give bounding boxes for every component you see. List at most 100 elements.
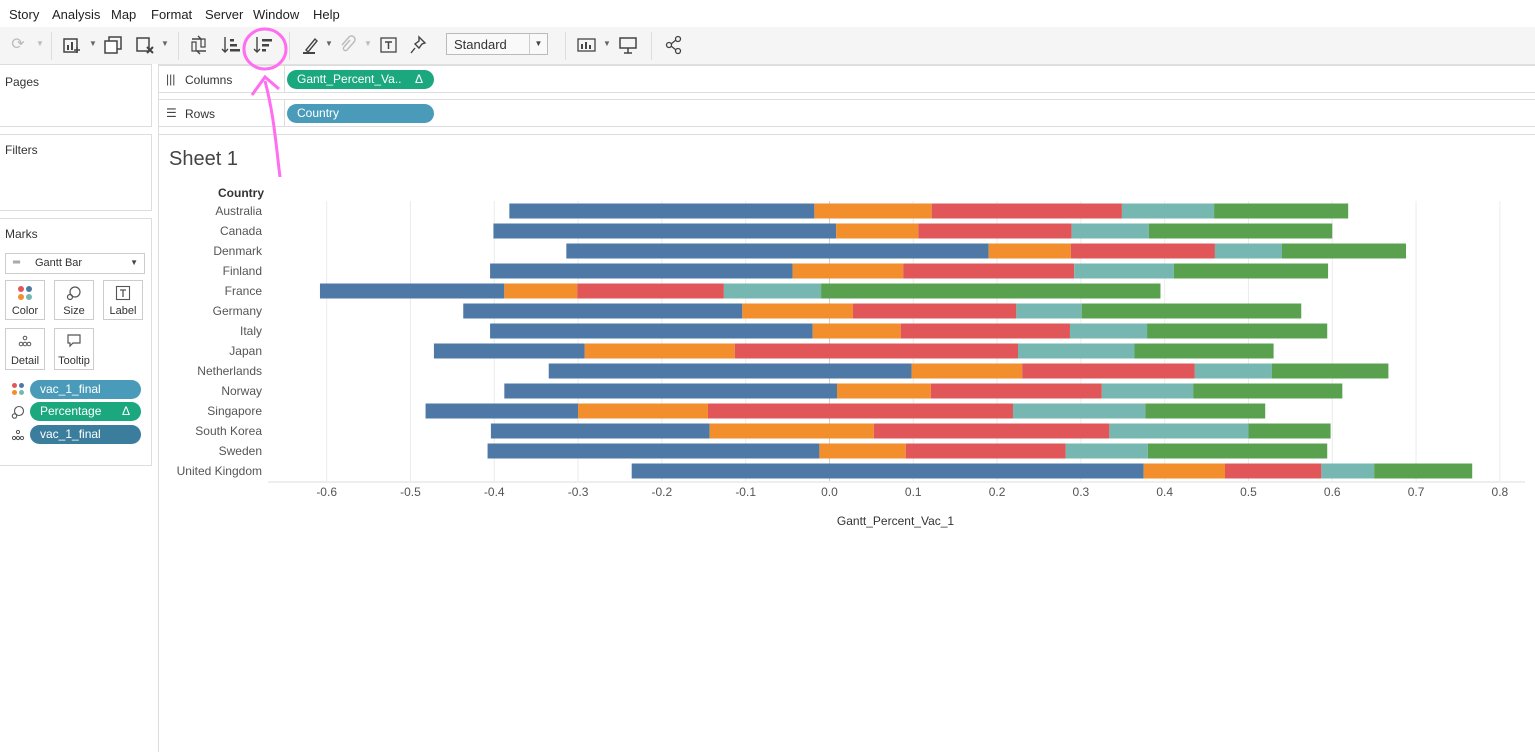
gantt-bar-segment[interactable] (873, 423, 1110, 439)
menu-analysis[interactable]: Analysis (52, 7, 101, 22)
menu-format[interactable]: Format (151, 7, 193, 22)
gantt-bar-segment[interactable] (918, 223, 1072, 239)
gantt-bar-segment[interactable] (1069, 323, 1148, 339)
menu-help[interactable]: Help (313, 7, 340, 22)
gantt-bar-segment[interactable] (493, 223, 837, 239)
gantt-bar-segment[interactable] (988, 243, 1071, 259)
gantt-bar-segment[interactable] (584, 343, 735, 359)
color-button[interactable]: Color (5, 280, 45, 320)
gantt-bar-segment[interactable] (490, 323, 813, 339)
gantt-bar-segment[interactable] (742, 303, 853, 319)
gantt-bar-segment[interactable] (1065, 443, 1148, 459)
gantt-bar-segment[interactable] (812, 323, 901, 339)
gantt-bar-segment[interactable] (1147, 443, 1328, 459)
clear-sheet-icon[interactable] (135, 35, 155, 55)
gantt-bar-segment[interactable] (930, 383, 1102, 399)
gantt-bar-segment[interactable] (1224, 463, 1322, 479)
gantt-bar-segment[interactable] (504, 383, 838, 399)
gantt-bar-segment[interactable] (578, 403, 708, 419)
gantt-bar-segment[interactable] (1134, 343, 1274, 359)
gantt-bar-segment[interactable] (1214, 203, 1349, 219)
show-me-icon[interactable] (577, 35, 597, 55)
gantt-bar-segment[interactable] (819, 443, 906, 459)
gantt-bar-segment[interactable] (905, 443, 1066, 459)
sort-descending-icon[interactable] (253, 35, 273, 55)
gantt-bar-segment[interactable] (548, 363, 912, 379)
gantt-bar-segment[interactable] (707, 403, 1013, 419)
gantt-bar-segment[interactable] (1018, 343, 1135, 359)
gantt-bar-segment[interactable] (900, 323, 1070, 339)
view-size-select[interactable]: Standard ▼ (446, 33, 548, 55)
chevron-down-icon[interactable]: ▼ (161, 39, 169, 48)
gantt-bar-segment[interactable] (1081, 303, 1302, 319)
tooltip-button[interactable]: Tooltip (54, 328, 94, 370)
rows-field-pill[interactable]: Country (287, 104, 434, 123)
gantt-bar-segment[interactable] (433, 343, 585, 359)
size-button[interactable]: Size (54, 280, 94, 320)
gantt-bar-segment[interactable] (1074, 263, 1174, 279)
color-field-pill[interactable]: vac_1_final (30, 380, 141, 399)
gantt-bar-segment[interactable] (490, 263, 793, 279)
mark-type-select[interactable]: ═ Gantt Bar ▼ (5, 253, 145, 274)
menu-window[interactable]: Window (253, 7, 300, 22)
gantt-bar-segment[interactable] (1147, 323, 1328, 339)
label-button[interactable]: Label (103, 280, 143, 320)
gantt-bar-segment[interactable] (1145, 403, 1266, 419)
highlight-icon[interactable] (301, 35, 321, 55)
gantt-bar-segment[interactable] (490, 423, 710, 439)
chevron-down-icon[interactable]: ▼ (603, 39, 611, 48)
gantt-bar-segment[interactable] (852, 303, 1017, 319)
gantt-bar-segment[interactable] (1281, 243, 1407, 259)
share-icon[interactable] (664, 35, 684, 55)
gantt-bar-segment[interactable] (821, 283, 1161, 299)
gantt-bar-segment[interactable] (319, 283, 505, 299)
gantt-bar-segment[interactable] (1012, 403, 1146, 419)
gantt-bar-segment[interactable] (836, 223, 919, 239)
menu-server[interactable]: Server (205, 7, 244, 22)
new-worksheet-icon[interactable] (62, 35, 82, 55)
gantt-bar-segment[interactable] (425, 403, 579, 419)
gantt-bar-segment[interactable] (1070, 243, 1215, 259)
gantt-bar-segment[interactable] (1109, 423, 1249, 439)
gantt-bar-segment[interactable] (577, 283, 724, 299)
gantt-bar-segment[interactable] (1022, 363, 1195, 379)
menu-map[interactable]: Map (111, 7, 137, 22)
gantt-bar-segment[interactable] (1101, 383, 1194, 399)
gantt-bar-segment[interactable] (509, 203, 815, 219)
gantt-bar-segment[interactable] (792, 263, 904, 279)
gantt-bar-segment[interactable] (1121, 203, 1215, 219)
gantt-bar-segment[interactable] (1214, 243, 1282, 259)
gantt-bar-segment[interactable] (631, 463, 1144, 479)
gantt-bar-segment[interactable] (463, 303, 743, 319)
pin-icon[interactable] (409, 35, 429, 55)
gantt-bar-segment[interactable] (1016, 303, 1082, 319)
gantt-bar-segment[interactable] (504, 283, 578, 299)
gantt-bar-segment[interactable] (911, 363, 1023, 379)
chevron-down-icon[interactable]: ▼ (36, 39, 44, 48)
menu-story[interactable]: Story (9, 7, 40, 22)
gantt-bar-segment[interactable] (903, 263, 1075, 279)
chevron-down-icon[interactable]: ▼ (325, 39, 333, 48)
gantt-bar-segment[interactable] (1194, 363, 1272, 379)
gantt-bar-segment[interactable] (1374, 463, 1473, 479)
gantt-bar-segment[interactable] (1271, 363, 1389, 379)
swap-rows-columns-icon[interactable] (189, 35, 209, 55)
group-paperclip-icon[interactable] (337, 35, 357, 55)
gantt-bar-segment[interactable] (1321, 463, 1375, 479)
gantt-bar-segment[interactable] (723, 283, 822, 299)
gantt-bar-segment[interactable] (931, 203, 1122, 219)
size-field-pill[interactable]: Percentage Δ (30, 402, 141, 421)
gantt-bar-segment[interactable] (1071, 223, 1149, 239)
columns-field-pill[interactable]: Gantt_Percent_Va.. Δ (287, 70, 434, 89)
detail-field-pill[interactable]: vac_1_final (30, 425, 141, 444)
sort-ascending-icon[interactable] (221, 35, 241, 55)
gantt-bar-segment[interactable] (1248, 423, 1331, 439)
gantt-bar-segment[interactable] (814, 203, 932, 219)
duplicate-sheet-icon[interactable] (103, 35, 123, 55)
gantt-bar-segment[interactable] (709, 423, 874, 439)
detail-button[interactable]: Detail (5, 328, 45, 370)
gantt-bar-segment[interactable] (1143, 463, 1225, 479)
presentation-mode-icon[interactable] (618, 35, 638, 55)
chevron-down-icon[interactable]: ▼ (89, 39, 97, 48)
gantt-bar-segment[interactable] (1148, 223, 1333, 239)
